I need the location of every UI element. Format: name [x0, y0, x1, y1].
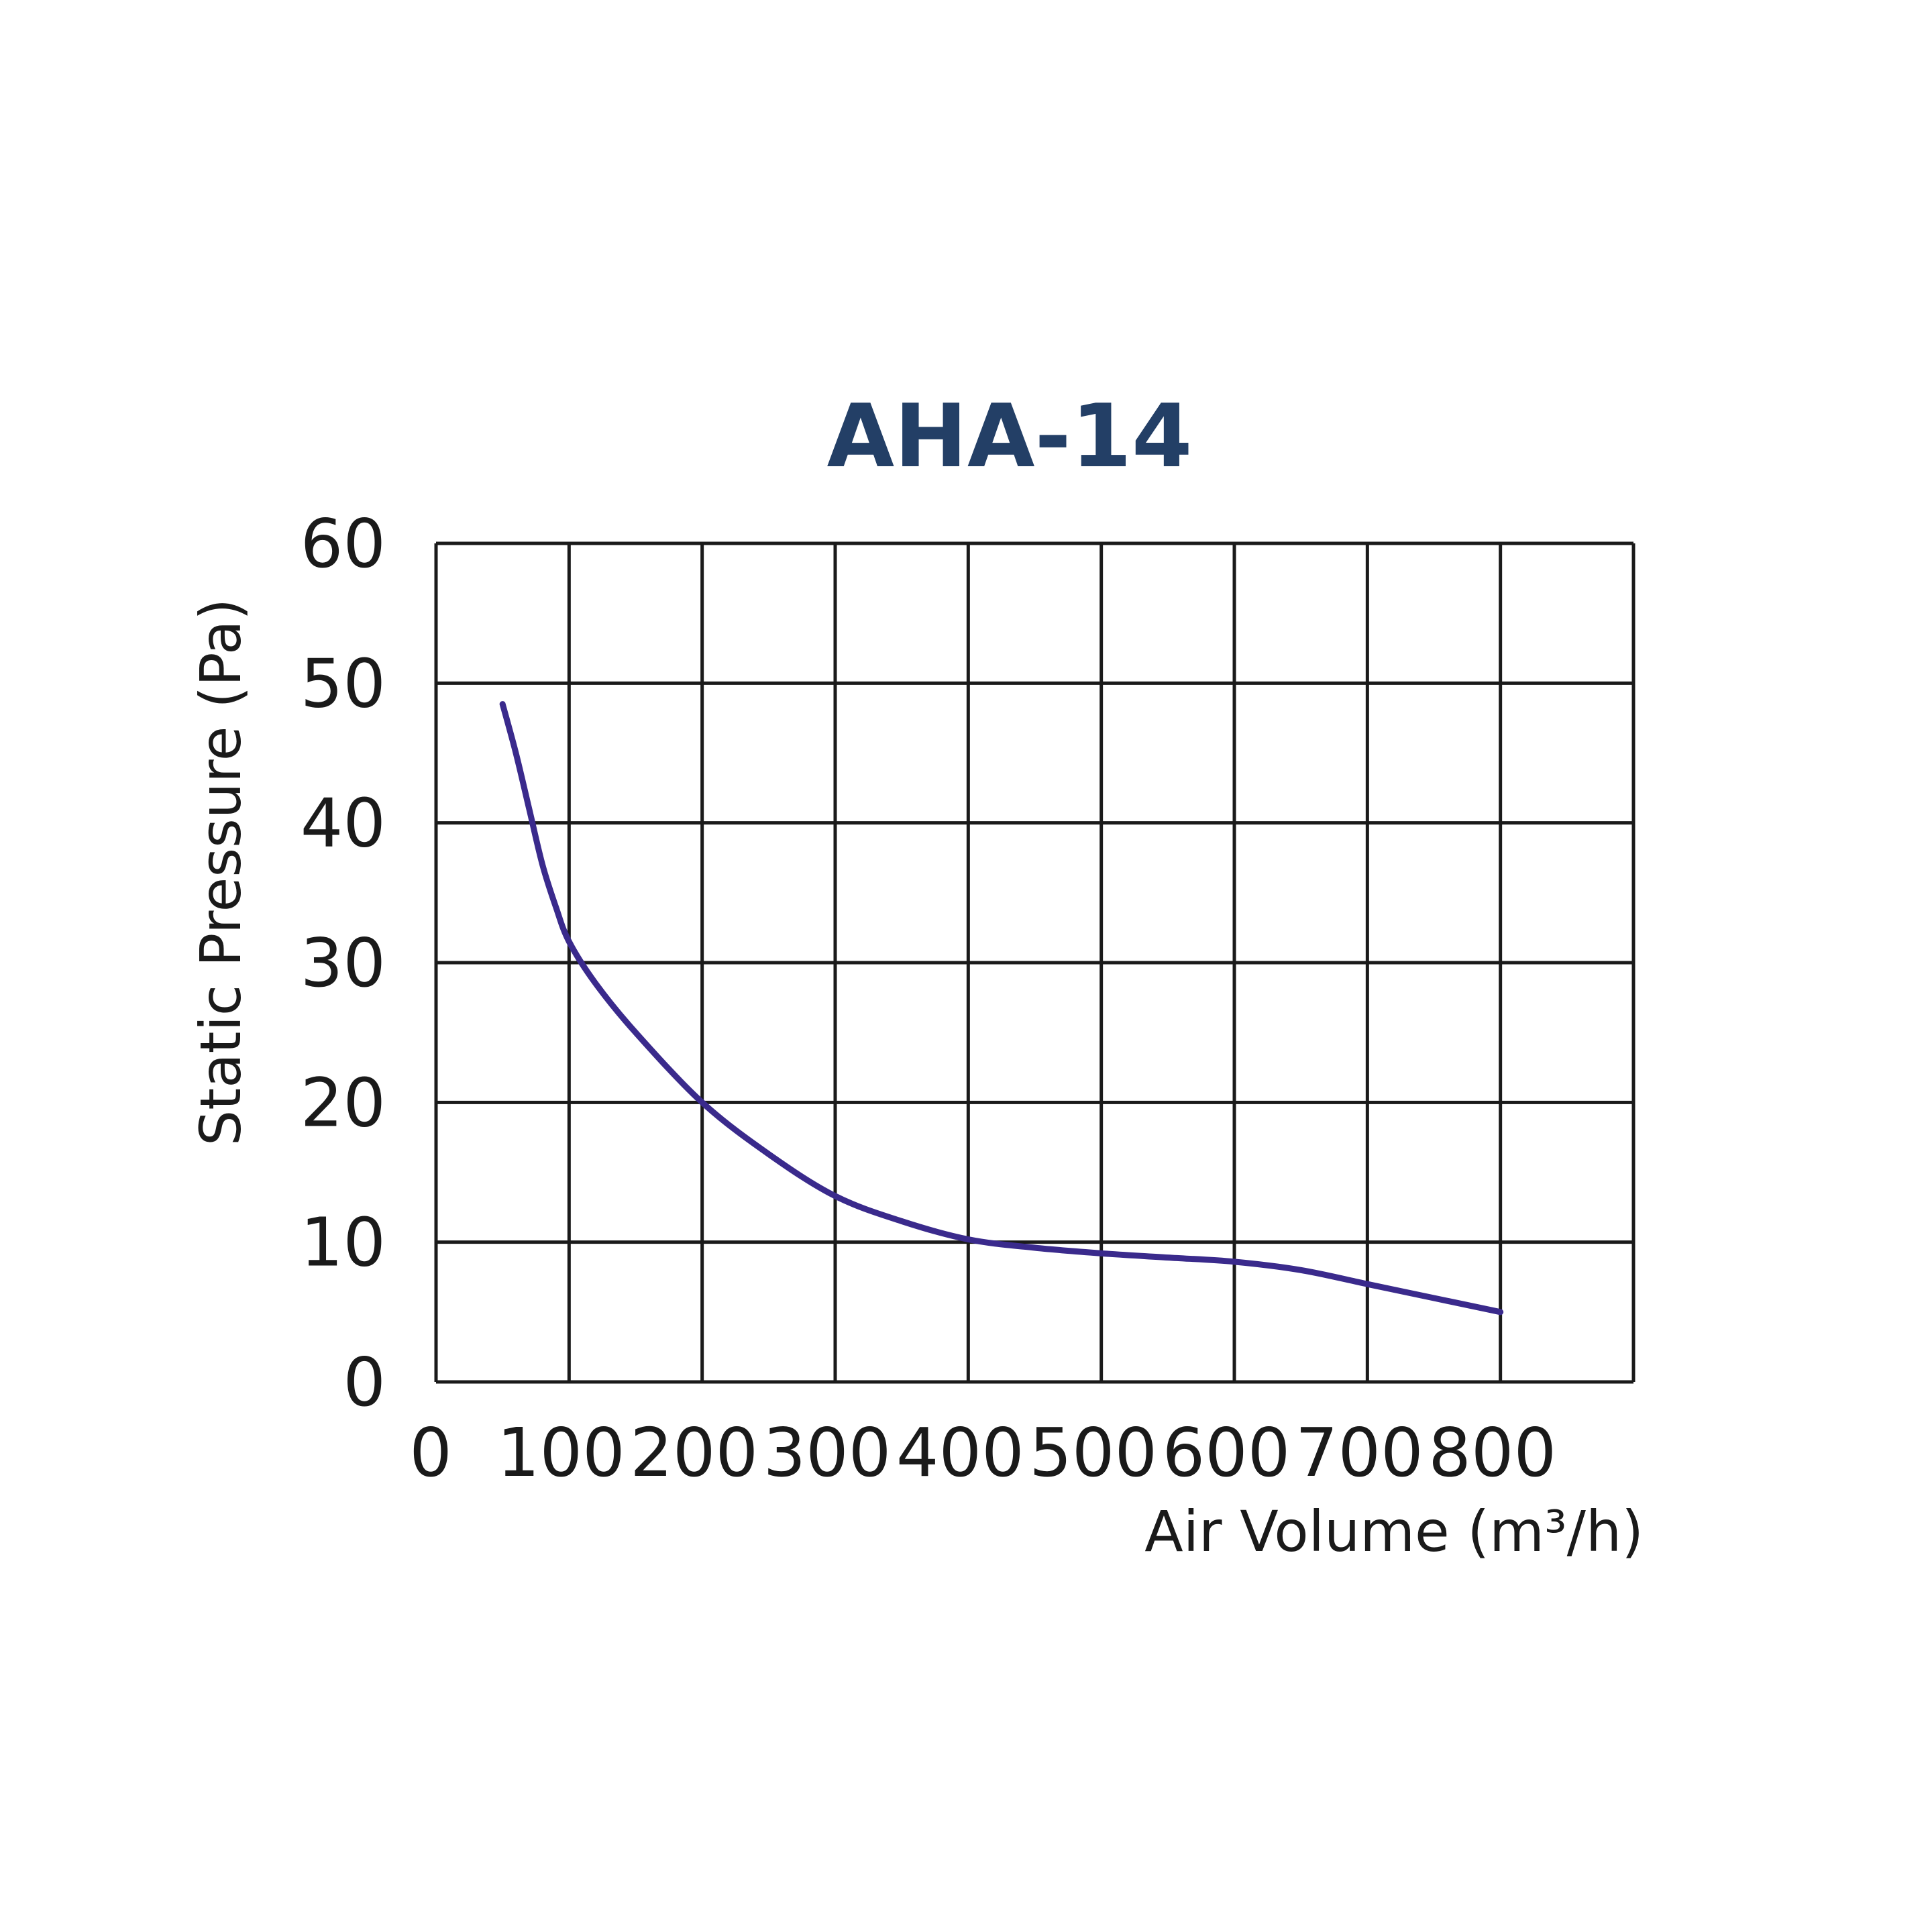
x-tick-label: 500: [1029, 1413, 1157, 1492]
x-tick-label: 300: [763, 1413, 892, 1492]
y-axis-label: Static Pressure (Pa): [188, 598, 254, 1146]
y-tick-label: 60: [301, 504, 386, 583]
y-tick-label: 30: [301, 924, 386, 1002]
y-tick-labels: 0 10 20 30 40 50 60: [301, 504, 386, 1421]
y-tick-label: 20: [301, 1063, 386, 1142]
y-tick-label: 10: [301, 1203, 386, 1282]
chart-title: AHA-14: [827, 385, 1193, 487]
y-tick-label: 50: [301, 644, 386, 722]
grid: [434, 541, 1635, 1384]
x-tick-label: 0: [409, 1413, 452, 1492]
y-tick-label: 0: [343, 1343, 386, 1421]
x-tick-label: 200: [630, 1413, 758, 1492]
series-group: [499, 701, 1504, 1316]
y-tick-label: 40: [301, 784, 386, 863]
x-tick-labels: 0 100 200 300 400 500 600 700 800: [409, 1413, 1556, 1492]
x-tick-label: 100: [497, 1413, 625, 1492]
x-tick-label: 700: [1295, 1413, 1424, 1492]
x-tick-label: 800: [1428, 1413, 1556, 1492]
series-line: [499, 701, 1504, 1316]
x-tick-label: 400: [896, 1413, 1024, 1492]
x-tick-label: 600: [1163, 1413, 1291, 1492]
x-axis-label: Air Volume (m³/h): [1144, 1499, 1644, 1564]
